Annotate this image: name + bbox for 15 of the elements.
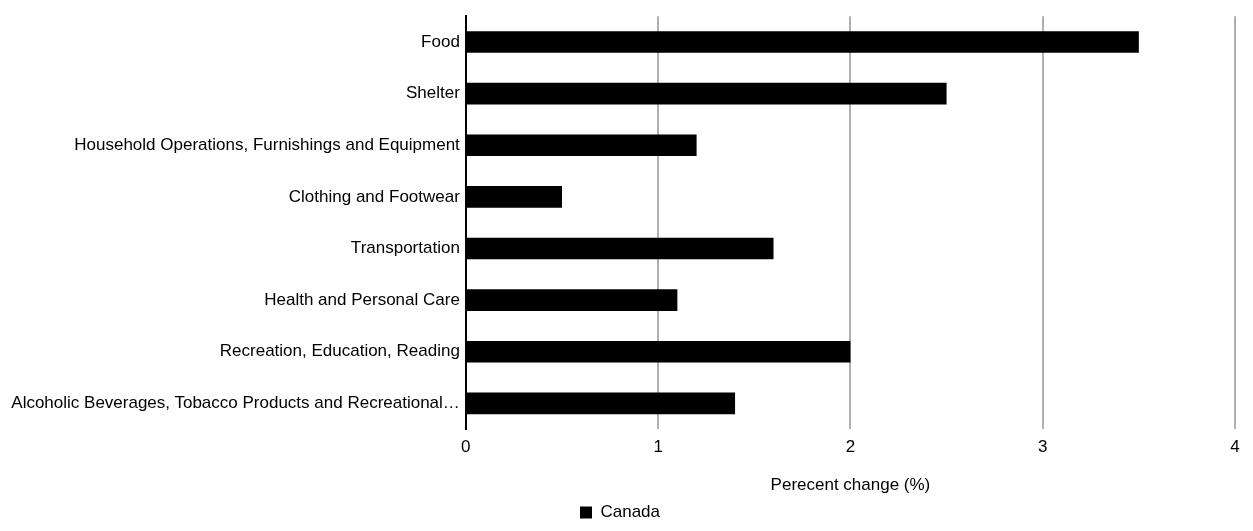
- y-tick-label: Food: [421, 31, 460, 51]
- x-tick-label: 1: [653, 437, 663, 457]
- x-tick-label: 2: [845, 437, 856, 457]
- legend-label: Canada: [600, 502, 661, 522]
- y-tick-label: Recreation, Education, Reading: [219, 341, 460, 361]
- x-tick-label: 0: [461, 437, 471, 457]
- y-tick-label: Alcoholic Beverages, Tobacco Products and Recreational…: [11, 393, 460, 413]
- y-tick-label: Shelter: [405, 83, 461, 103]
- x-axis-title: Perecent change (%): [770, 475, 931, 495]
- y-tick-label: Transportation: [350, 238, 460, 258]
- x-tick-label: 3: [1037, 437, 1048, 457]
- x-tick-label: 4: [1230, 437, 1240, 457]
- y-tick-label: Clothing and Footwear: [288, 186, 461, 206]
- y-tick-label: Health and Personal Care: [264, 289, 460, 309]
- y-tick-label: Household Operations, Furnishings and Equipment: [74, 134, 461, 154]
